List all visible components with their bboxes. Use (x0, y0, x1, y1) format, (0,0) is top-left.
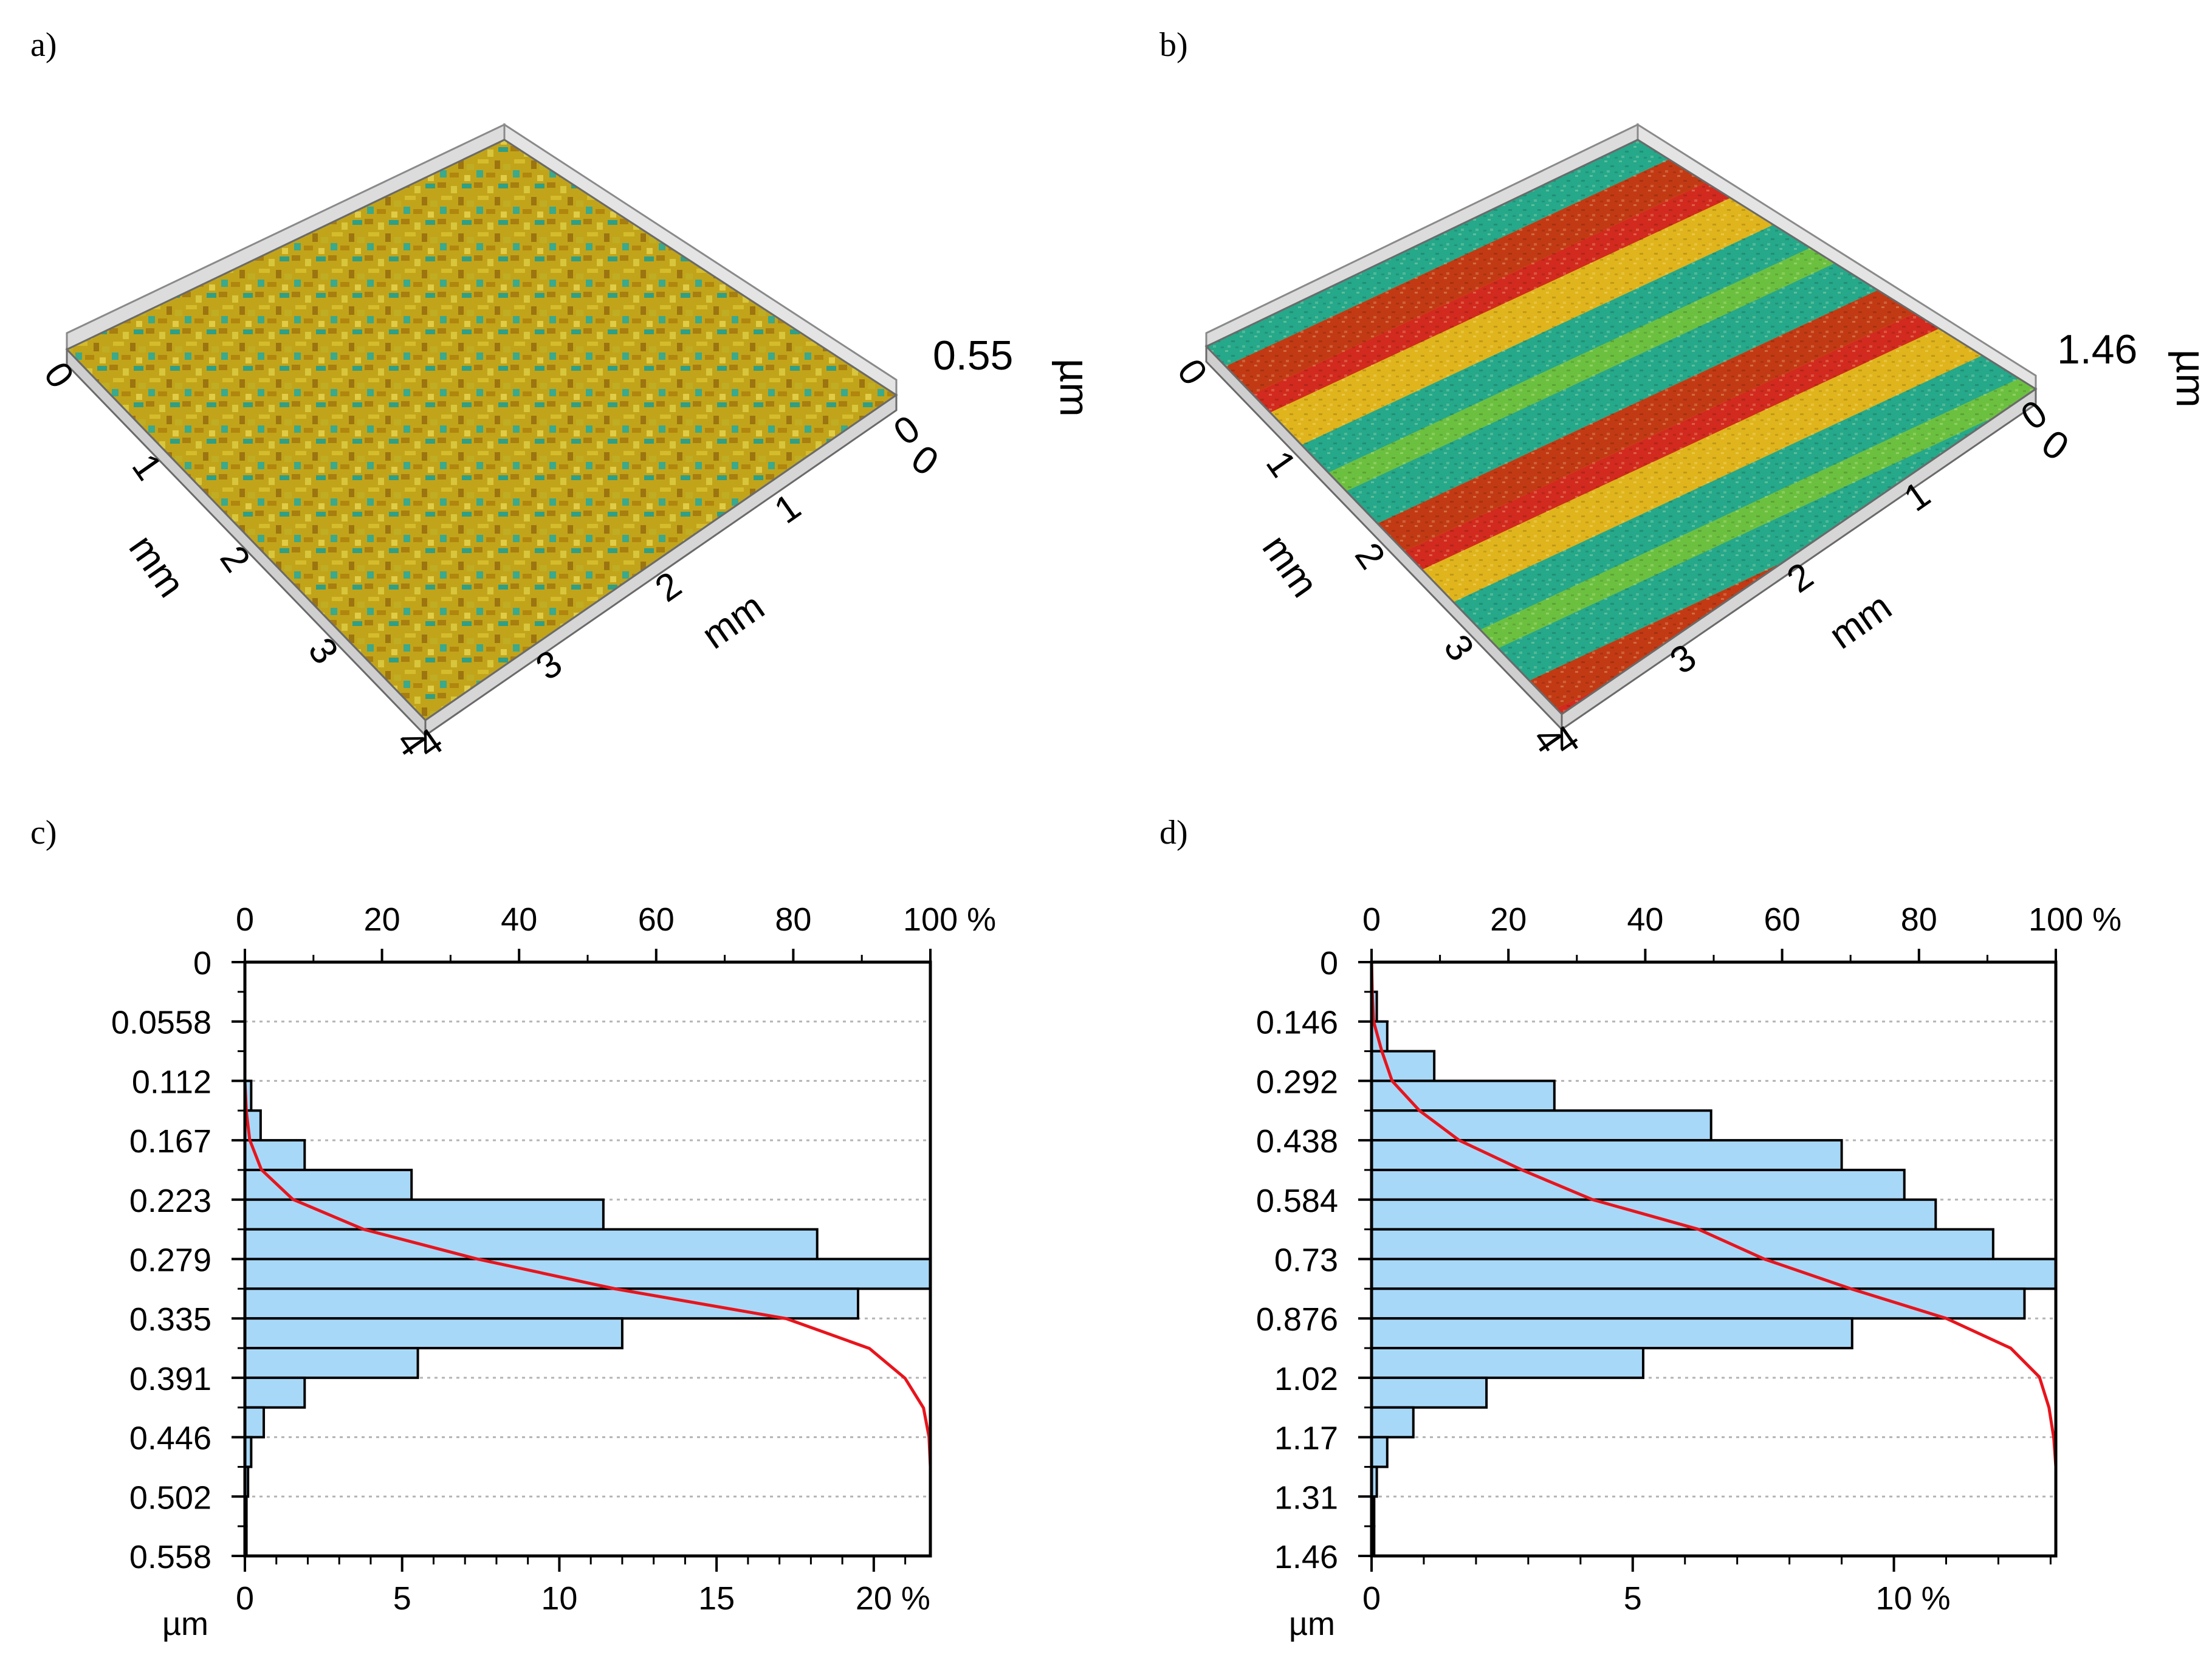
top-tick-label: 20 (1490, 901, 1527, 938)
histogram-bar (244, 1139, 306, 1171)
histogram-bar (1370, 1228, 1994, 1261)
y-tick-label: 0.584 (1256, 1183, 1338, 1219)
surface-b-stripe (1283, 577, 2036, 714)
histogram-bar (244, 1347, 419, 1379)
top-tick-label: 40 (1627, 901, 1663, 938)
surface-b-stripe (1273, 555, 2036, 714)
histogram-bar (1370, 1139, 1843, 1171)
y-tick-label: 0.112 (132, 1064, 211, 1100)
y-axis-label: µm (162, 1606, 208, 1642)
y-tick-label: 0.146 (1256, 1005, 1338, 1041)
histogram-chart-d: 0 0.146 0.292 0.438 0.584 0.73 0.876 1.02 1.17 1.… (1256, 901, 2121, 1642)
histogram-bar (1370, 1347, 1644, 1379)
histogram-bar (1370, 1436, 1389, 1468)
z-max-label-b: 1.46 (2057, 326, 2137, 373)
y-tick-label: 0.391 (129, 1361, 211, 1397)
y-tick-label: 0.446 (129, 1420, 211, 1457)
histogram-bar (244, 1317, 623, 1350)
panel-label-c: c) (30, 814, 57, 852)
y-tick-label: 0.279 (129, 1242, 211, 1279)
top-tick-label: 100 % (2028, 901, 2121, 938)
bottom-tick-label: 0 (236, 1580, 254, 1617)
axis-unit-left-a: mm (121, 527, 194, 605)
histogram-bar (1370, 1406, 1415, 1439)
y-tick-label: 0.292 (1256, 1064, 1338, 1100)
y-tick-label: 0.167 (129, 1123, 211, 1160)
y-tick-label: 1.02 (1274, 1361, 1338, 1397)
y-tick-label: 0.0558 (111, 1005, 211, 1041)
histogram-bar (244, 1376, 306, 1409)
bottom-tick-label: 10 (541, 1580, 577, 1617)
histogram-bar (244, 1406, 266, 1439)
histogram-bar (1370, 1376, 1488, 1409)
y-tick-label: 0.876 (1256, 1301, 1338, 1338)
top-tick-label: 100 % (903, 901, 996, 938)
axis-unit-right-a: mm (694, 584, 772, 657)
histogram-bar (1370, 1109, 1712, 1142)
histogram-bar (1370, 1079, 1556, 1112)
z-max-label-a: 0.55 (933, 332, 1013, 379)
y-tick-label: 0.223 (129, 1183, 211, 1219)
bottom-tick-label: 15 (698, 1580, 735, 1617)
top-tick-label: 40 (501, 901, 537, 938)
panel-label-a: a) (30, 26, 57, 64)
y-tick-label: 0.558 (129, 1539, 211, 1575)
histogram-bar (244, 1168, 413, 1201)
histogram-bar (1370, 1168, 1906, 1201)
y-tick-label: 1.46 (1274, 1539, 1338, 1575)
y-tick-label: 0 (1320, 945, 1338, 982)
histogram-bar (244, 1228, 819, 1261)
y-tick-label: 0.335 (129, 1301, 211, 1338)
top-tick-label: 60 (1764, 901, 1801, 938)
top-tick-label: 20 (364, 901, 400, 938)
histogram-bar (1370, 1050, 1436, 1082)
y-tick-label: 0.73 (1274, 1242, 1338, 1279)
bottom-tick-label: 20 % (856, 1580, 930, 1617)
histogram-bar (244, 1198, 605, 1231)
bottom-tick-label: 0 (1362, 1580, 1381, 1617)
bottom-tick-label: 5 (393, 1580, 411, 1617)
surface-a (65, 139, 898, 721)
axis-unit-right-b: mm (1821, 584, 1900, 657)
panel-label-d: d) (1159, 814, 1188, 852)
histogram-chart-c: 0 0.0558 0.112 0.167 0.223 0.279 0.335 0.391 0.4… (111, 901, 996, 1642)
histogram-bar (1370, 1317, 1853, 1350)
top-tick-label: 80 (1901, 901, 1937, 938)
y-axis-label: µm (1289, 1606, 1335, 1642)
top-tick-label: 80 (775, 901, 811, 938)
panel-label-b: b) (1159, 26, 1188, 64)
z-unit-label-b: µm (2168, 349, 2212, 408)
bottom-tick-label: 5 (1624, 1580, 1642, 1617)
surface-b (1206, 140, 2036, 714)
top-tick-label: 60 (638, 901, 675, 938)
top-tick-label: 0 (1362, 901, 1381, 938)
z-unit-label-a: µm (1051, 359, 1097, 417)
y-tick-label: 0.502 (129, 1479, 211, 1516)
top-tick-label: 0 (236, 901, 254, 938)
axis-unit-left-b: mm (1254, 527, 1327, 605)
y-tick-label: 1.17 (1274, 1420, 1338, 1457)
y-tick-label: 1.31 (1274, 1479, 1338, 1516)
bottom-tick-label: 10 % (1876, 1580, 1951, 1617)
histogram-bar (1370, 1258, 2057, 1290)
y-tick-label: 0.438 (1256, 1123, 1338, 1160)
y-tick-label: 0 (193, 945, 211, 982)
histogram-bar (1370, 1287, 2026, 1320)
histogram-bar (1370, 1198, 1937, 1231)
